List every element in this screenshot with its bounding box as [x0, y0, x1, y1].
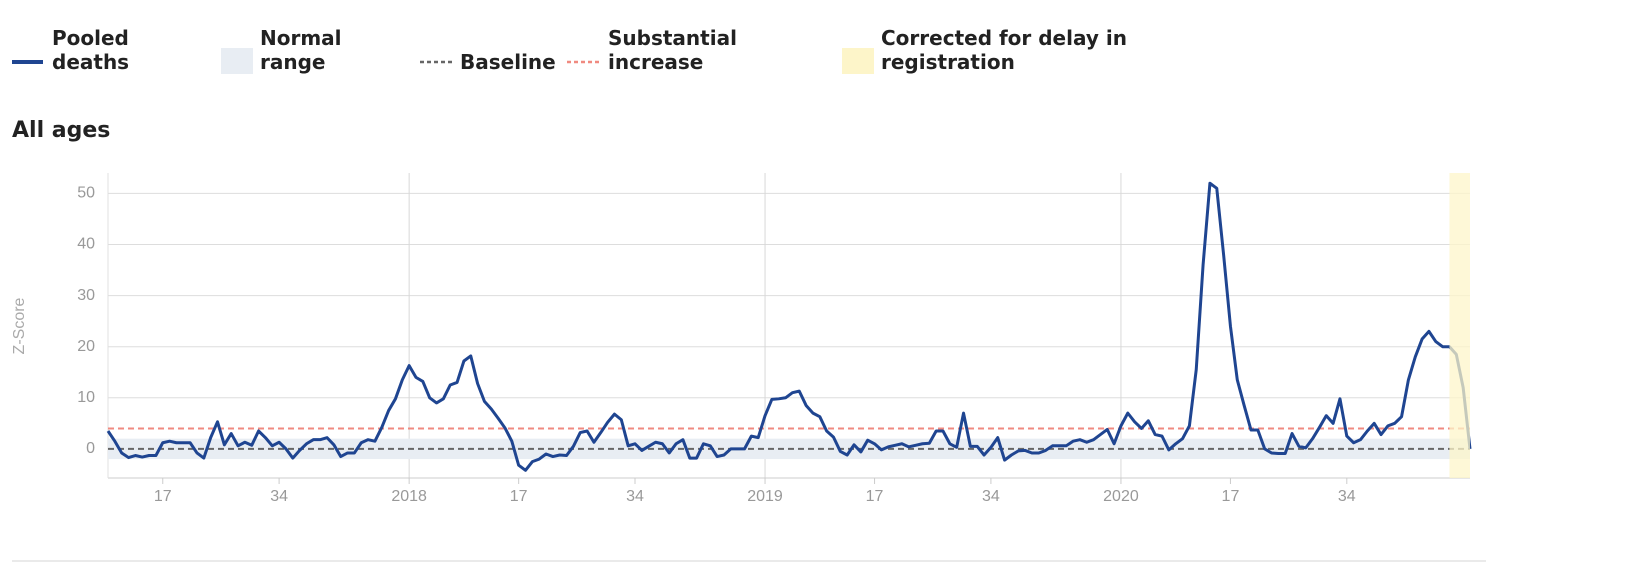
x-tick-label: 2019: [747, 488, 783, 505]
legend-label: Corrected for delay in registration: [881, 26, 1127, 74]
x-tick-label: 34: [982, 488, 1000, 505]
x-tick-label: 34: [270, 488, 288, 505]
x-tick-label: 2018: [391, 488, 427, 505]
x-tick-label: 17: [510, 488, 528, 505]
y-tick-label: 10: [77, 389, 95, 406]
x-tick-label: 17: [154, 488, 172, 505]
legend-label: Baseline: [460, 50, 556, 74]
x-tick-label: 2020: [1103, 488, 1139, 505]
y-tick-label: 0: [86, 440, 95, 457]
data-line: [106, 181, 1472, 472]
corrected-band: [1449, 173, 1470, 478]
legend: [12, 48, 874, 74]
y-tick-label: 40: [77, 236, 95, 253]
legend-label: Substantial increase: [608, 26, 737, 74]
y-tick-label: 20: [77, 338, 95, 355]
legend-swatch: [221, 48, 253, 74]
x-tick-label: 17: [1222, 488, 1240, 505]
x-tick-label: 17: [866, 488, 884, 505]
y-tick-label: 30: [77, 287, 95, 304]
x-tick-label: 34: [1338, 488, 1356, 505]
legend-label: Pooled deaths: [52, 26, 130, 74]
legend-swatch: [842, 48, 874, 74]
legend-label: Normal range: [260, 26, 342, 74]
chart-title: All ages: [12, 118, 111, 143]
y-tick-label: 50: [77, 185, 95, 202]
y-axis-label: Z-Score: [11, 297, 28, 354]
x-tick-label: 34: [626, 488, 644, 505]
